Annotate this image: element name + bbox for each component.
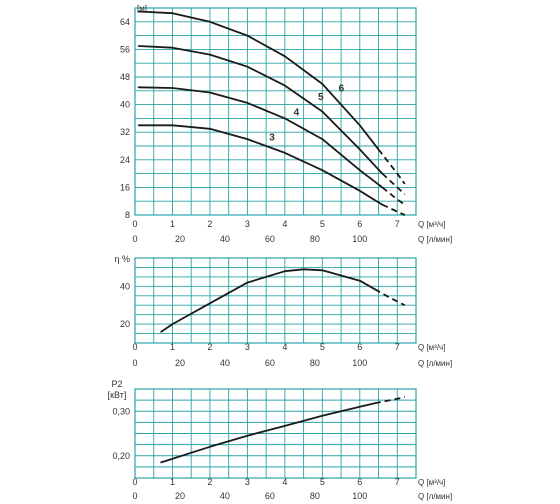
x-tick-label: 6 (357, 219, 362, 229)
x-tick-label: 6 (357, 477, 362, 487)
x-tick-label-lmin: 60 (265, 234, 275, 244)
x-tick-label-lmin: 20 (175, 234, 185, 244)
y-tick-label: 40 (120, 100, 130, 110)
series-line-dashed (381, 203, 406, 216)
y-tick-label: 8 (125, 210, 130, 220)
x-tick-label: 5 (320, 477, 325, 487)
y-tick-label: 56 (120, 44, 130, 54)
x-tick-label: 3 (245, 477, 250, 487)
y-axis-label: P2 (111, 379, 122, 389)
series-line-dashed (374, 288, 406, 307)
series-label: 6 (339, 83, 345, 94)
x-tick-label-lmin: 40 (220, 491, 230, 501)
y-tick-label: 48 (120, 72, 130, 82)
x-tick-label-lmin: 100 (352, 358, 367, 368)
series-label: 3 (269, 132, 275, 143)
x-tick-label-lmin: 60 (265, 358, 275, 368)
x-tick-label: 1 (170, 342, 175, 352)
plot-frame (134, 257, 417, 344)
x-tick-label: 4 (282, 477, 287, 487)
x-tick-label: 1 (170, 219, 175, 229)
y-tick-label: 40 (120, 281, 130, 291)
x-tick-label: 4 (282, 219, 287, 229)
x-tick-label-lmin: 0 (132, 234, 137, 244)
x-axis-label-top: Q [м³/ч] (418, 220, 445, 229)
x-tick-label: 2 (207, 477, 212, 487)
x-tick-label-lmin: 20 (175, 491, 185, 501)
series-label: 5 (318, 92, 324, 103)
x-axis-label-top: Q [м³/ч] (418, 478, 445, 487)
y-axis-label-unit: [кВт] (108, 390, 127, 400)
x-tick-label-lmin: 0 (132, 491, 137, 501)
series-line-dashed (377, 148, 406, 185)
x-tick-label-lmin: 40 (220, 234, 230, 244)
x-tick-label-lmin: 0 (132, 358, 137, 368)
y-tick-label: 32 (120, 127, 130, 137)
x-axis-label-top: Q [м³/ч] (418, 343, 445, 352)
x-tick-label: 3 (245, 342, 250, 352)
x-tick-label: 7 (395, 477, 400, 487)
x-tick-label: 4 (282, 342, 287, 352)
series-line-dashed (374, 396, 406, 405)
series-line-dashed (381, 172, 406, 195)
x-tick-label: 0 (132, 477, 137, 487)
y-tick-label: 0,30 (112, 406, 130, 416)
x-axis-label-bottom: Q [л/мин] (418, 359, 452, 368)
x-tick-label-lmin: 60 (265, 491, 275, 501)
x-tick-label: 1 (170, 477, 175, 487)
series-label: 4 (294, 107, 300, 118)
x-tick-label-lmin: 100 (352, 491, 367, 501)
x-tick-label: 0 (132, 342, 137, 352)
series-line-solid (137, 45, 384, 175)
y-tick-label: 24 (120, 155, 130, 165)
x-tick-label: 0 (132, 219, 137, 229)
series-line-dashed (381, 186, 406, 206)
y-tick-label: 16 (120, 182, 130, 192)
x-tick-label-lmin: 20 (175, 358, 185, 368)
series-line-solid (160, 402, 376, 464)
x-tick-label: 6 (357, 342, 362, 352)
y-axis-label: [м] (137, 4, 147, 13)
x-tick-label: 5 (320, 219, 325, 229)
y-axis-label: η % (114, 254, 130, 264)
x-tick-label: 2 (207, 219, 212, 229)
x-tick-label: 2 (207, 342, 212, 352)
x-axis-label-bottom: Q [л/мин] (418, 492, 452, 501)
x-axis-label-bottom: Q [л/мин] (418, 235, 452, 244)
series-line-solid (160, 268, 376, 333)
y-tick-label: 0,20 (112, 451, 130, 461)
x-tick-label-lmin: 80 (310, 491, 320, 501)
x-tick-label: 7 (395, 342, 400, 352)
plot-frame (134, 7, 417, 216)
y-tick-label: 20 (120, 319, 130, 329)
series-line-solid (137, 124, 384, 206)
x-tick-label-lmin: 80 (310, 234, 320, 244)
x-tick-label: 7 (395, 219, 400, 229)
series-line-solid (137, 10, 380, 151)
x-tick-label-lmin: 80 (310, 358, 320, 368)
x-tick-label: 3 (245, 219, 250, 229)
x-tick-label-lmin: 100 (352, 234, 367, 244)
x-tick-label-lmin: 40 (220, 358, 230, 368)
series-line-solid (137, 86, 384, 189)
x-tick-label: 5 (320, 342, 325, 352)
y-tick-label: 64 (120, 17, 130, 27)
